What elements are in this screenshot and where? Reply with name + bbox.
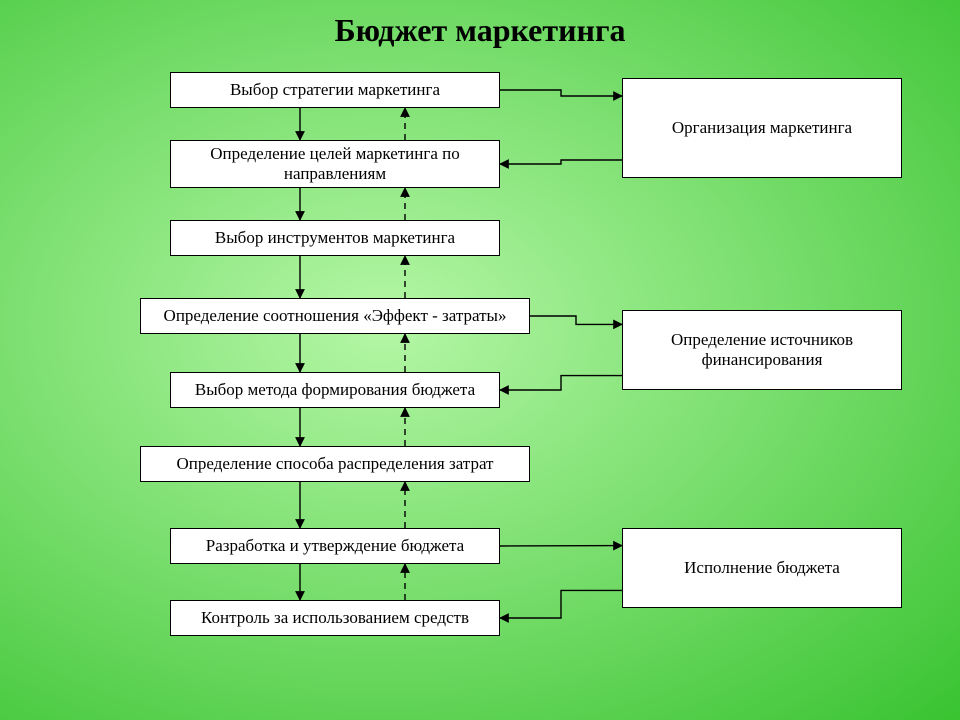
flow-node-n2: Определение целей маркетинга по направле…: [170, 140, 500, 188]
flow-node-n7: Разработка и утверждение бюджета: [170, 528, 500, 564]
flow-node-n4: Определение соотношения «Эффект - затрат…: [140, 298, 530, 334]
flow-node-n5: Выбор метода формирования бюджета: [170, 372, 500, 408]
flow-node-r2: Определение источников финансирования: [622, 310, 902, 390]
diagram-stage: Бюджет маркетинга Выбор стратегии маркет…: [0, 0, 960, 720]
page-title: Бюджет маркетинга: [0, 12, 960, 49]
flow-node-r3: Исполнение бюджета: [622, 528, 902, 608]
flow-node-n1: Выбор стратегии маркетинга: [170, 72, 500, 108]
flow-node-r1: Организация маркетинга: [622, 78, 902, 178]
flow-node-n6: Определение способа распределения затрат: [140, 446, 530, 482]
flow-node-n8: Контроль за использованием средств: [170, 600, 500, 636]
flow-node-n3: Выбор инструментов маркетинга: [170, 220, 500, 256]
